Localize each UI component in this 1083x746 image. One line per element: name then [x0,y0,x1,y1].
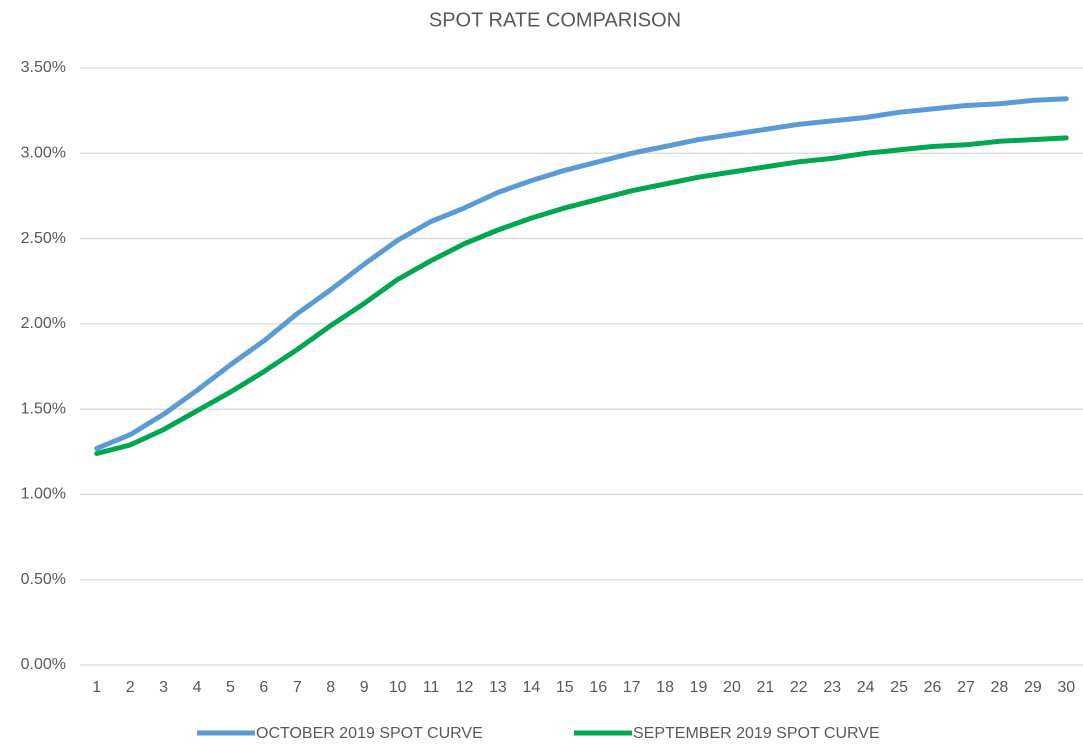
y-tick-label: 2.00% [21,315,66,332]
legend-label: SEPTEMBER 2019 SPOT CURVE [633,725,880,742]
x-tick-label: 26 [924,679,942,696]
legend-label: OCTOBER 2019 SPOT CURVE [256,725,483,742]
x-tick-label: 23 [823,679,841,696]
x-tick-label: 2 [126,679,135,696]
x-tick-label: 7 [293,679,302,696]
x-tick-label: 16 [589,679,607,696]
x-tick-label: 12 [456,679,474,696]
x-tick-label: 24 [857,679,875,696]
x-tick-label: 10 [389,679,407,696]
y-tick-label: 3.00% [21,145,66,162]
x-tick-label: 17 [623,679,641,696]
x-tick-label: 11 [423,679,440,696]
y-tick-label: 0.50% [21,571,66,588]
x-tick-label: 25 [890,679,908,696]
x-tick-label: 1 [92,679,101,696]
x-tick-label: 29 [1024,679,1042,696]
x-tick-label: 15 [556,679,574,696]
x-tick-label: 8 [326,679,335,696]
y-tick-label: 3.50% [21,59,66,76]
x-tick-label: 27 [957,679,975,696]
x-tick-label: 13 [489,679,507,696]
y-tick-label: 2.50% [21,230,66,247]
x-tick-label: 5 [226,679,235,696]
chart-title: SPOT RATE COMPARISON [429,9,681,31]
series-line [94,96,1069,451]
x-tick-label: 20 [723,679,741,696]
x-tick-label: 30 [1057,679,1075,696]
series-line [94,135,1069,456]
x-tick-label: 18 [656,679,674,696]
y-tick-label: 1.50% [21,400,66,417]
x-tick-label: 9 [360,679,369,696]
x-tick-label: 19 [690,679,708,696]
x-tick-label: 6 [259,679,268,696]
x-tick-label: 21 [756,679,774,696]
x-tick-label: 3 [159,679,168,696]
x-tick-label: 22 [790,679,808,696]
y-tick-label: 0.00% [21,656,66,673]
x-tick-label: 4 [193,679,202,696]
x-tick-label: 28 [991,679,1009,696]
x-tick-label: 14 [522,679,540,696]
y-tick-label: 1.00% [21,486,66,503]
